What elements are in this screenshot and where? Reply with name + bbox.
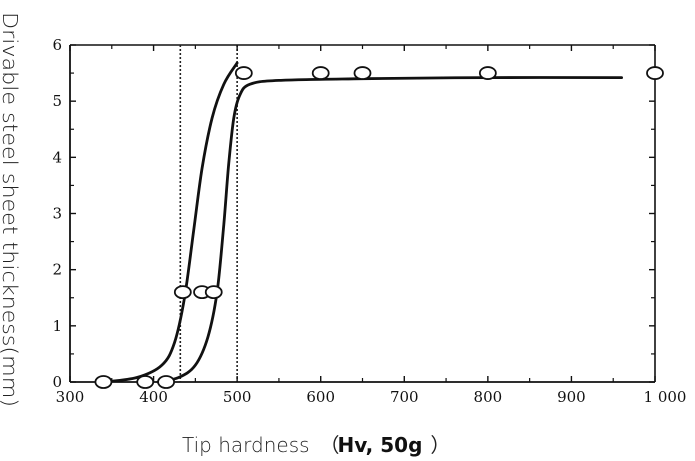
trend-curve bbox=[156, 76, 623, 384]
x-axis-title-open-paren: （ bbox=[320, 433, 340, 457]
trend-curve bbox=[102, 61, 239, 384]
data-point bbox=[311, 66, 330, 80]
x-axis-title: Tip hardness （ Hv, 50g ） bbox=[182, 433, 450, 457]
data-point bbox=[173, 285, 192, 300]
x-tick-label: 1 000 bbox=[644, 388, 687, 406]
x-tick-label: 600 bbox=[306, 388, 335, 406]
x-axis-title-main: Tip hardness bbox=[182, 433, 310, 457]
x-tick-label: 900 bbox=[557, 388, 586, 406]
axis-ticks bbox=[69, 44, 656, 383]
x-axis-title-unit: Hv, 50g bbox=[338, 433, 423, 457]
data-point bbox=[646, 66, 664, 80]
x-tick-label: 500 bbox=[223, 388, 252, 406]
y-tick-label: 3 bbox=[52, 205, 62, 223]
x-tick-label: 700 bbox=[390, 388, 419, 406]
y-tick-label: 1 bbox=[52, 317, 62, 335]
y-tick-label: 4 bbox=[52, 148, 62, 166]
data-point bbox=[234, 66, 253, 80]
x-tick-label: 300 bbox=[56, 388, 85, 406]
plot-frame bbox=[69, 44, 656, 383]
data-point bbox=[157, 375, 176, 389]
x-tick-label: 800 bbox=[474, 388, 503, 406]
data-point bbox=[353, 66, 372, 80]
x-tick-label: 400 bbox=[139, 388, 168, 406]
data-point bbox=[94, 375, 113, 389]
x-tick-labels: 300 400 500 600 700 800 900 1 000 bbox=[56, 388, 687, 406]
data-point bbox=[204, 285, 223, 300]
data-point bbox=[136, 375, 155, 389]
y-tick-label: 6 bbox=[52, 36, 62, 54]
y-tick-label: 0 bbox=[52, 373, 62, 391]
y-axis-title: Drivable steel sheet thickness(mm) bbox=[0, 12, 22, 407]
data-point bbox=[478, 66, 497, 80]
data-points bbox=[94, 66, 664, 389]
y-tick-label: 5 bbox=[52, 92, 62, 110]
y-tick-labels: 0 1 2 3 4 5 6 bbox=[52, 36, 62, 391]
trend-curves bbox=[102, 61, 623, 384]
x-axis-title-close-paren: ） bbox=[430, 433, 450, 457]
y-tick-label: 2 bbox=[52, 261, 62, 279]
